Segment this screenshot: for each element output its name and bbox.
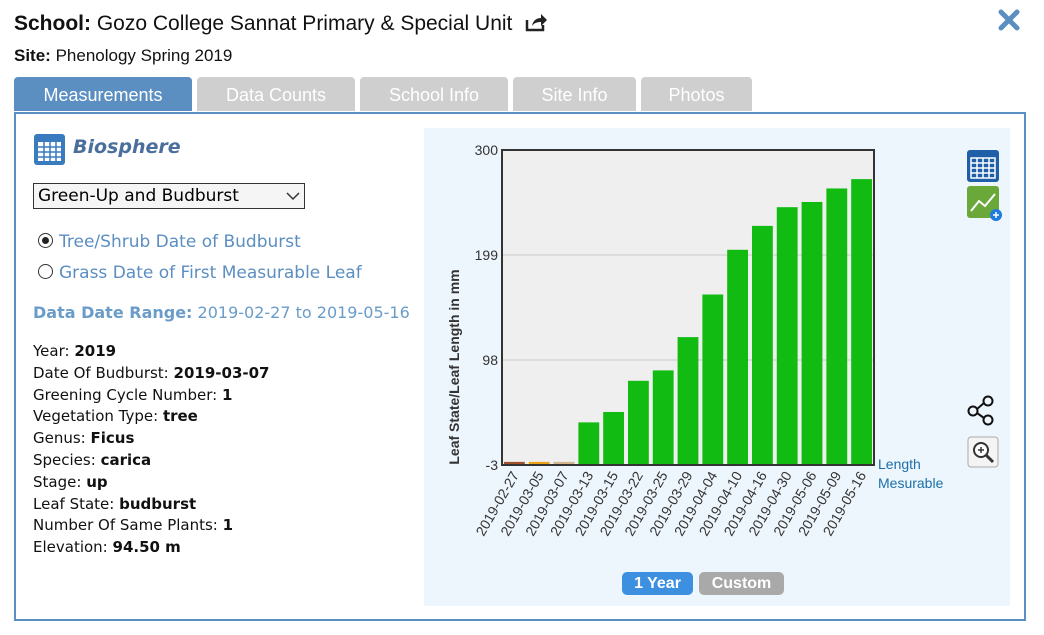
date-range: Data Date Range: 2019-02-27 to 2019-05-1… xyxy=(33,303,410,322)
tab[interactable]: Site Info xyxy=(513,77,636,111)
radio-label: Grass Date of First Measurable Leaf xyxy=(59,263,362,283)
bar xyxy=(826,188,848,466)
protocol-select[interactable]: Green-Up and Budburst xyxy=(33,183,305,209)
bar xyxy=(652,370,674,465)
table-icon[interactable] xyxy=(33,133,66,166)
range-value: 2019-02-27 to 2019-05-16 xyxy=(197,303,410,322)
bar xyxy=(851,179,873,465)
detail-row: Number Of Same Plants: 1 xyxy=(33,515,269,537)
detail-label: Year: xyxy=(33,342,70,360)
tab[interactable]: Measurements xyxy=(14,77,192,111)
detail-value: 2019-03-07 xyxy=(173,363,270,382)
detail-label: Vegetation Type: xyxy=(33,407,159,426)
bar xyxy=(603,411,625,465)
tab[interactable]: Photos xyxy=(641,77,752,111)
y-tick-label: 98 xyxy=(482,352,498,368)
select-arrow xyxy=(286,192,300,201)
bar xyxy=(801,201,823,465)
detail-value: 94.50 m xyxy=(112,538,181,557)
details: Year: 2019 Date Of Budburst: 2019-03-07 Gr… xyxy=(33,341,269,559)
detail-row: Year: 2019 xyxy=(33,341,269,363)
detail-row: Leaf State: budburst xyxy=(33,494,269,516)
detail-row: Elevation: 94.50 m xyxy=(33,537,269,559)
detail-value: carica xyxy=(100,450,152,469)
site-label: Site: xyxy=(14,46,51,65)
bar xyxy=(702,294,724,465)
y-tick-label: 300 xyxy=(475,142,499,158)
share-nodes-icon[interactable] xyxy=(967,395,994,426)
y-axis-title: Leaf State/Leaf Length in mm xyxy=(446,269,462,464)
bar xyxy=(528,461,550,465)
detail-label: Number Of Same Plants: xyxy=(33,516,218,535)
detail-value: Ficus xyxy=(90,429,135,448)
bar xyxy=(627,380,649,465)
detail-label: Date Of Budburst: xyxy=(33,363,169,382)
section-title: Biosphere xyxy=(73,136,181,158)
school-line: School: Gozo College Sannat Primary & Sp… xyxy=(14,12,548,36)
bar xyxy=(751,225,773,465)
y-tick-label: 199 xyxy=(475,247,499,263)
detail-row: Vegetation Type: tree xyxy=(33,406,269,428)
detail-row: Genus: Ficus xyxy=(33,428,269,450)
y-tick-label: -3 xyxy=(486,457,499,473)
bar xyxy=(677,337,699,465)
bar xyxy=(503,461,525,465)
range-label: Data Date Range: xyxy=(33,303,193,322)
bar xyxy=(578,422,600,465)
detail-value: 1 xyxy=(221,385,233,404)
detail-row: Date Of Budburst: 2019-03-07 xyxy=(33,363,269,385)
detail-row: Greening Cycle Number: 1 xyxy=(33,385,269,407)
detail-label: Species: xyxy=(33,450,96,469)
select-value: Green-Up and Budburst xyxy=(38,186,239,206)
detail-value: 1 xyxy=(222,516,234,535)
school-label: School: xyxy=(14,12,91,35)
site-line: Site: Phenology Spring 2019 xyxy=(14,46,232,66)
detail-label: Stage: xyxy=(33,472,82,491)
radio-option[interactable]: Tree/Shrub Date of Budburst xyxy=(38,232,301,252)
detail-label: Leaf State: xyxy=(33,494,115,513)
legend-entry: Length Mesurable xyxy=(878,456,944,491)
school-name: Gozo College Sannat Primary & Special Un… xyxy=(96,12,513,35)
detail-label: Greening Cycle Number: xyxy=(33,385,218,404)
detail-row: Species: carica xyxy=(33,450,269,472)
site-name: Phenology Spring 2019 xyxy=(55,46,233,65)
bar xyxy=(727,249,749,465)
add-graph-icon[interactable] xyxy=(967,186,999,218)
bar xyxy=(776,207,798,465)
range-button[interactable]: Custom xyxy=(699,572,784,595)
detail-value: budburst xyxy=(119,494,197,513)
detail-value: tree xyxy=(162,407,198,426)
detail-value: 2019 xyxy=(74,342,117,360)
radio-option[interactable]: Grass Date of First Measurable Leaf xyxy=(38,263,362,283)
close-button[interactable] xyxy=(998,9,1020,31)
detail-value: up xyxy=(86,472,108,491)
share-icon[interactable] xyxy=(524,12,548,32)
tab[interactable]: School Info xyxy=(360,77,508,111)
radio-label: Tree/Shrub Date of Budburst xyxy=(59,232,301,252)
detail-label: Elevation: xyxy=(33,538,108,557)
side-icons xyxy=(967,150,1002,468)
range-button[interactable]: 1 Year xyxy=(622,572,693,595)
detail-row: Stage: up xyxy=(33,472,269,494)
detail-label: Genus: xyxy=(33,429,86,448)
tab[interactable]: Data Counts xyxy=(197,77,355,111)
bar xyxy=(553,461,575,465)
plot-frame xyxy=(501,149,875,466)
panel xyxy=(14,112,1026,621)
